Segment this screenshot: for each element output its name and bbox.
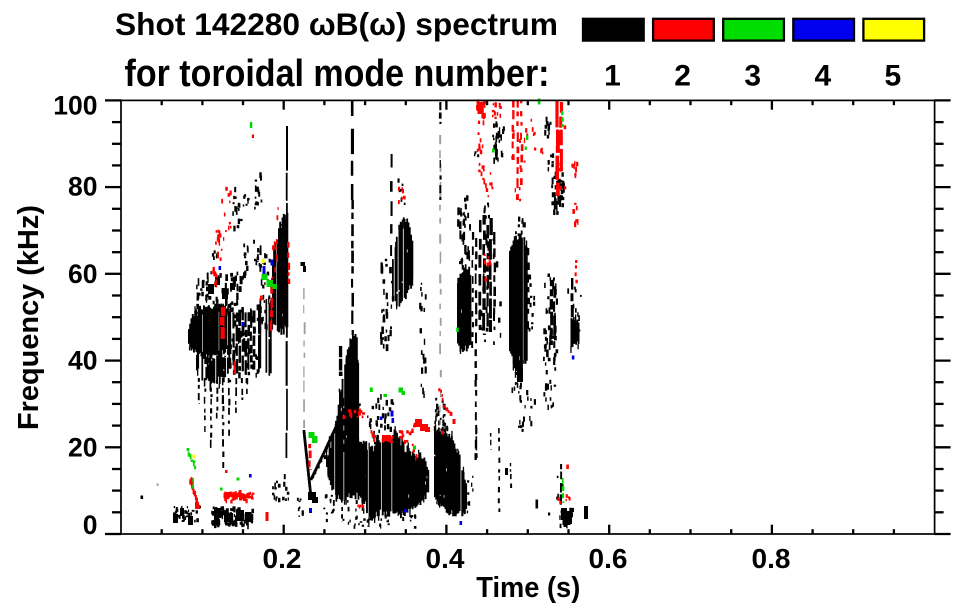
svg-text:0.8: 0.8 <box>752 543 791 574</box>
svg-text:3: 3 <box>744 60 761 93</box>
svg-text:100: 100 <box>53 90 97 120</box>
svg-text:20: 20 <box>68 432 97 462</box>
svg-text:40: 40 <box>68 346 97 376</box>
svg-text:1: 1 <box>604 60 621 93</box>
svg-text:0.4: 0.4 <box>426 543 465 574</box>
svg-text:2: 2 <box>674 60 691 93</box>
svg-text:4: 4 <box>814 60 831 93</box>
svg-text:80: 80 <box>68 172 97 202</box>
svg-text:Frequency (kHz): Frequency (kHz) <box>13 205 45 430</box>
svg-text:0.2: 0.2 <box>263 543 302 574</box>
svg-text:Shot 142280 ωB(ω) spectrum: Shot 142280 ωB(ω) spectrum <box>115 6 558 42</box>
svg-text:60: 60 <box>68 259 97 289</box>
svg-text:5: 5 <box>885 60 902 93</box>
svg-text:0.6: 0.6 <box>589 543 628 574</box>
svg-text:0: 0 <box>83 510 98 540</box>
svg-text:for toroidal mode number:: for toroidal mode number: <box>125 53 550 95</box>
svg-text:Time (s): Time (s) <box>476 572 580 604</box>
